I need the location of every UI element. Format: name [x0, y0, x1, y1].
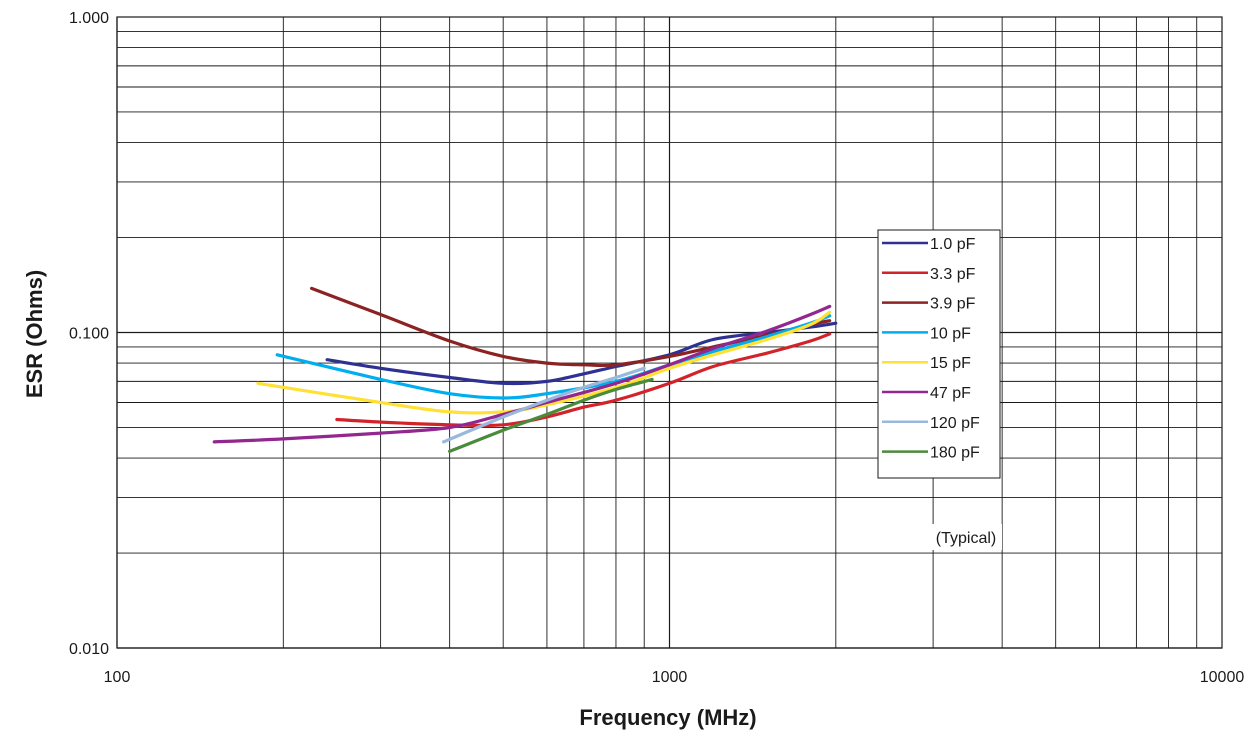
legend: 1.0 pF 3.3 pF 3.9 pF 10 pF 15 pF 47 pF 120 pF 1… [877, 229, 1001, 479]
y-axis-title: ESR (Ohms) [22, 270, 47, 398]
legend-label-1-0-pf: 1.0 pF [930, 236, 976, 253]
x-tick-label: 100 [104, 669, 131, 686]
legend-label-15-pf: 15 pF [930, 355, 971, 372]
y-tick-label: 0.100 [69, 326, 109, 343]
x-axis-title: Frequency (MHz) [579, 705, 756, 730]
legend-label-180-pf: 180 pF [930, 445, 980, 462]
series-line-120-pf [442, 366, 646, 444]
x-tick-label: 1000 [652, 669, 688, 686]
series-line-10-pf [275, 314, 832, 400]
y-tick-label: 0.010 [69, 641, 109, 658]
series-group [212, 286, 838, 453]
legend-label-3-3-pf: 3.3 pF [930, 266, 976, 283]
series-line-3-9-pf [310, 286, 832, 368]
y-tick-label: 1.000 [69, 10, 109, 27]
legend-label-120-pf: 120 pF [930, 415, 980, 432]
legend-label-10-pf: 10 pF [930, 325, 971, 342]
typical-annotation: (Typical) [936, 530, 996, 547]
x-tick-labels: 100 1000 10000 [104, 669, 1245, 686]
series-line-47-pf [212, 304, 832, 444]
series-line-3-3-pf [335, 332, 832, 428]
legend-box [877, 229, 1001, 479]
x-tick-label: 10000 [1200, 669, 1245, 686]
grid [116, 17, 1222, 649]
y-tick-labels: 1.000 0.100 0.010 [69, 10, 109, 658]
legend-label-47-pf: 47 pF [930, 385, 971, 402]
series-line-1-0-pf [325, 321, 838, 386]
legend-label-3-9-pf: 3.9 pF [930, 296, 976, 313]
series-line-15-pf [256, 310, 832, 415]
plot-frame [116, 16, 1223, 649]
series-line-180-pf [448, 377, 654, 453]
annotation-bg [928, 524, 1002, 550]
